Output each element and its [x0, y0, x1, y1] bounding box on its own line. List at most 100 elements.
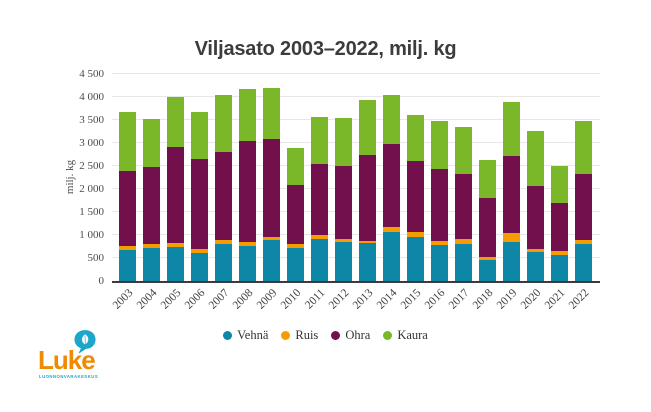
bar-segment-vehnä-2015 [406, 236, 424, 281]
bar-segment-ohra-2005 [166, 146, 184, 243]
bar-segment-kaura-2020 [526, 130, 544, 187]
bar-2009 [262, 74, 280, 281]
x-tick-2004: 2004 [134, 287, 160, 312]
bar-segment-ohra-2020 [526, 186, 544, 249]
bar-segment-ohra-2015 [406, 160, 424, 233]
bar-segment-kaura-2022 [574, 120, 592, 175]
bar-2006 [190, 74, 208, 281]
bar-segment-ohra-2010 [286, 184, 304, 245]
y-tick-4000: 4 000 [79, 91, 104, 103]
bar-segment-ohra-2021 [550, 203, 568, 251]
bar-2007 [214, 74, 232, 281]
legend-item-kaura: Kaura [383, 328, 428, 343]
bar-segment-ruis-2003 [118, 246, 136, 251]
bar-segment-ohra-2009 [262, 138, 280, 237]
y-tick-2500: 2 500 [79, 160, 104, 172]
legend-dot-ruis [281, 331, 291, 340]
bar-segment-vehnä-2021 [550, 254, 568, 281]
bar-2004 [142, 74, 160, 281]
bar-segment-vehnä-2009 [262, 240, 280, 281]
bar-segment-ruis-2022 [574, 240, 592, 245]
bar-segment-kaura-2006 [190, 112, 208, 159]
bar-2011 [310, 74, 328, 281]
y-tick-500: 500 [87, 252, 105, 264]
bar-segment-vehnä-2005 [166, 246, 184, 281]
legend-dot-ohra [331, 331, 341, 340]
plot-area [112, 73, 600, 283]
x-tick-2017: 2017 [446, 287, 472, 312]
y-tick-0: 0 [98, 275, 105, 287]
x-axis: 2003 2004 2005 2006 2007 2008 2009 2010 2011 2012… [111, 283, 600, 323]
x-tick-2011: 2011 [303, 287, 328, 312]
legend-label-vehnä: Vehnä [237, 328, 269, 342]
bar-segment-kaura-2019 [502, 101, 520, 156]
bar-2014 [382, 74, 400, 281]
bar-2008 [238, 74, 256, 281]
bar-segment-ruis-2017 [454, 239, 472, 244]
bar-segment-ohra-2012 [334, 166, 352, 240]
legend-item-ohra: Ohra [331, 328, 370, 343]
bar-2012 [334, 74, 352, 281]
bar-segment-vehnä-2011 [310, 239, 328, 281]
bar-segment-ohra-2016 [430, 169, 448, 241]
bar-segment-vehnä-2022 [574, 244, 592, 281]
bar-segment-vehnä-2019 [502, 242, 520, 281]
bar-segment-kaura-2005 [166, 97, 184, 147]
bar-segment-ruis-2011 [310, 235, 328, 240]
bar-segment-kaura-2012 [334, 117, 352, 167]
y-tick-3500: 3 500 [79, 114, 104, 126]
bar-segment-kaura-2008 [238, 88, 256, 141]
bar-segment-ohra-2022 [574, 174, 592, 241]
x-tick-2015: 2015 [398, 287, 424, 312]
bar-segment-vehnä-2007 [214, 244, 232, 281]
bar-segment-ruis-2020 [526, 248, 544, 253]
x-tick-2010: 2010 [278, 287, 304, 312]
x-tick-2012: 2012 [326, 287, 352, 312]
gridline-1500 [112, 211, 600, 212]
legend-label-ohra: Ohra [345, 328, 371, 342]
bar-2022 [574, 74, 592, 281]
bar-segment-ruis-2009 [262, 236, 280, 241]
bar-segment-ruis-2013 [358, 240, 376, 243]
bar-segment-ruis-2018 [478, 257, 496, 261]
legend-item-vehnä: Vehnä [223, 328, 268, 343]
bar-2003 [118, 74, 136, 281]
luke-logo: Luke LUONNONVARAKESKUS [38, 330, 118, 382]
bar-segment-vehnä-2004 [142, 247, 160, 281]
bar-segment-ohra-2008 [238, 140, 256, 242]
gridline-4500 [112, 73, 600, 74]
bar-2017 [454, 74, 472, 281]
x-tick-2014: 2014 [374, 287, 400, 312]
y-tick-1000: 1 000 [79, 229, 104, 241]
bar-2015 [406, 74, 424, 281]
bar-segment-ruis-2015 [406, 232, 424, 237]
bar-segment-vehnä-2014 [382, 232, 400, 281]
x-tick-2020: 2020 [518, 287, 544, 312]
gridline-2500 [112, 165, 600, 166]
bar-segment-ohra-2017 [454, 174, 472, 240]
x-tick-2006: 2006 [182, 287, 208, 312]
y-tick-3000: 3 000 [79, 137, 104, 149]
bar-segment-ruis-2010 [286, 244, 304, 248]
bar-segment-kaura-2007 [214, 94, 232, 152]
bar-segment-ruis-2016 [430, 240, 448, 245]
bar-segment-ruis-2007 [214, 239, 232, 245]
gridline-500 [112, 257, 600, 258]
bar-segment-kaura-2021 [550, 166, 568, 204]
legend-item-ruis: Ruis [281, 328, 318, 343]
bar-segment-ohra-2003 [118, 170, 136, 247]
gridline-3000 [112, 142, 600, 143]
x-tick-2019: 2019 [494, 287, 520, 312]
bar-segment-kaura-2018 [478, 159, 496, 199]
bar-segment-ruis-2004 [142, 244, 160, 248]
legend-label-ruis: Ruis [295, 328, 319, 342]
bar-segment-vehnä-2003 [118, 250, 136, 281]
bar-2020 [526, 74, 544, 281]
bar-segment-ruis-2021 [550, 250, 568, 255]
x-tick-2007: 2007 [206, 287, 232, 312]
bar-2013 [358, 74, 376, 281]
luke-wordmark: Luke [38, 345, 96, 375]
x-tick-2005: 2005 [158, 287, 184, 312]
bar-segment-kaura-2011 [310, 117, 328, 164]
x-tick-2021: 2021 [542, 287, 568, 312]
